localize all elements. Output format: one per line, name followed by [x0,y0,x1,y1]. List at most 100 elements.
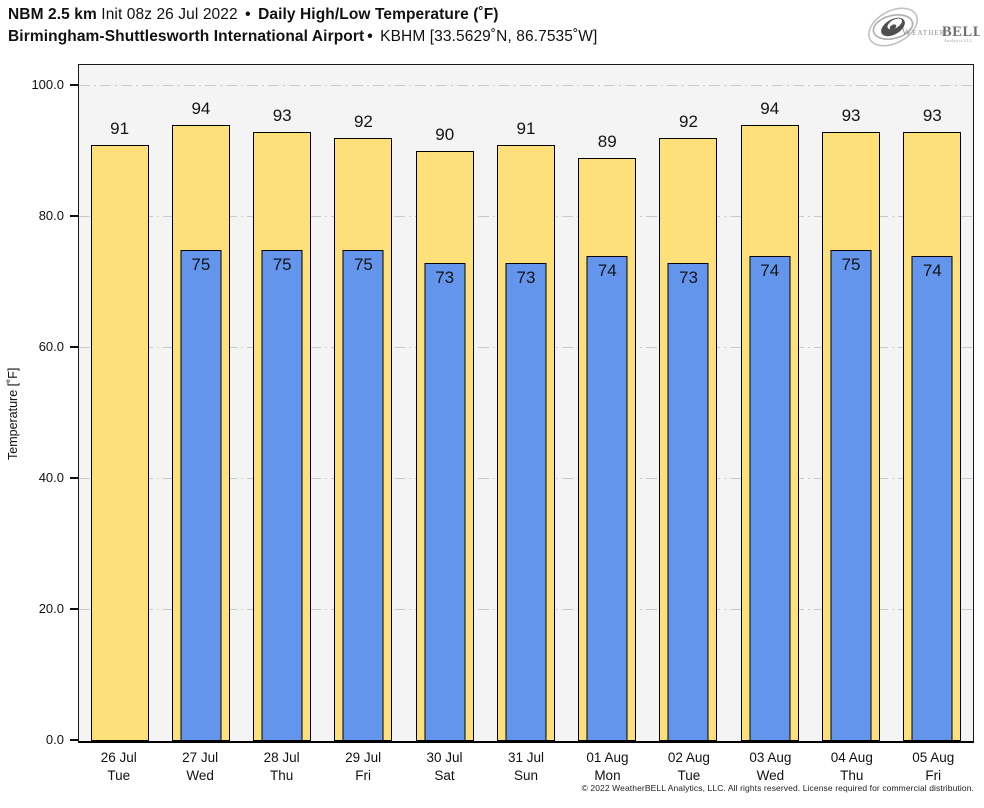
low-bar: 73 [505,263,547,741]
chart-subtitle: Birmingham-Shuttlesworth International A… [8,28,597,46]
x-tick-label-day: Wed [186,768,214,783]
x-tick-label: 30 Jul Sat [404,749,485,785]
y-tick-label: 100.0 [31,77,64,92]
x-tick-label-day: Tue [677,768,701,783]
low-value-label: 73 [516,268,536,287]
low-bar: 74 [911,256,953,741]
x-tick-label: 29 Jul Fri [322,749,403,785]
bar-slot: 89 74 [567,65,648,741]
bar-slot: 91 73 [485,65,566,741]
x-tick-label: 02 Aug Tue [648,749,729,785]
logo-sub-text: Analytics LLC [944,38,973,43]
high-value-label: 92 [353,112,373,131]
high-value-label: 94 [760,99,780,118]
logo-bell-text: BELL [942,24,980,40]
bar-slot: 94 75 [160,65,241,741]
x-tick-label: 01 Aug Mon [567,749,648,785]
title-init: Init 08z 26 Jul 2022 [96,6,243,23]
x-tick-label-date: 28 Jul [263,750,300,765]
x-tick-label: 05 Aug Fri [893,749,974,785]
x-tick-label-date: 04 Aug [830,750,873,765]
y-tick-mark [70,346,78,348]
x-tick-label-day: Mon [594,768,621,783]
low-value-label: 75 [841,255,861,274]
bar-slot: 90 73 [404,65,485,741]
y-tick-label: 40.0 [38,470,64,485]
bar-slot: 91 [79,65,160,741]
low-value-label: 75 [353,255,373,274]
bar-slot: 93 75 [810,65,891,741]
high-bar [90,145,149,741]
high-value-label: 93 [272,106,292,125]
x-tick-label: 27 Jul Wed [159,749,240,785]
title-separator: • [245,6,251,23]
x-tick-label: 31 Jul Sun [485,749,566,785]
high-value-label: 91 [110,119,130,138]
bar-slot: 94 74 [729,65,810,741]
low-bar: 75 [342,250,384,741]
x-tick-label-date: 02 Aug [667,750,710,765]
bars-layer: 91 94 75 93 75 92 75 90 73 91 73 89 74 92 73 94 74 93 75 93… [79,65,973,741]
low-bar: 74 [586,256,628,741]
y-tick-label: 80.0 [38,208,64,223]
x-tick-label: 26 Jul Tue [78,749,159,785]
low-bar: 73 [667,263,709,741]
x-tick-label-date: 31 Jul [507,750,544,765]
x-tick-label: 04 Aug Thu [811,749,892,785]
y-axis-title: Temperature [˚F] [6,367,20,460]
y-tick-mark [70,84,78,86]
high-value-label: 92 [679,112,698,131]
low-bar: 75 [180,250,222,741]
low-value-label: 73 [679,268,698,287]
low-value-label: 75 [191,255,211,274]
low-bar: 75 [830,250,872,741]
high-value-label: 91 [516,119,536,138]
subtitle-station-id: KBHM [33.5629˚N, 86.7535˚W] [375,28,598,45]
low-bar: 73 [424,263,466,741]
y-tick-mark [70,477,78,479]
x-tick-label-day: Tue [107,768,131,783]
low-bar: 74 [749,256,791,741]
x-tick-label: 28 Jul Thu [241,749,322,785]
plot-area: 91 94 75 93 75 92 75 90 73 91 73 89 74 92 73 94 74 93 75 93… [78,64,974,743]
low-value-label: 74 [760,261,780,280]
x-tick-label-date: 01 Aug [586,750,629,765]
y-tick-mark [70,739,78,741]
gridline [79,85,973,86]
x-tick-label-date: 26 Jul [100,750,137,765]
x-tick-label-date: 05 Aug [912,750,955,765]
low-value-label: 73 [435,268,455,287]
x-tick-label-day: Fri [925,768,942,783]
bar-slot: 93 74 [892,65,973,741]
y-tick-label: 60.0 [38,339,64,354]
subtitle-separator: • [367,28,373,45]
high-value-label: 94 [191,99,211,118]
low-value-label: 75 [272,255,292,274]
y-tick-mark [70,608,78,610]
x-axis: 26 Jul Tue 27 Jul Wed 28 Jul Thu 29 Jul Fri 30 J… [78,749,974,785]
title-model: NBM 2.5 km [8,6,97,23]
high-value-label: 93 [841,106,861,125]
y-tick-label: 20.0 [38,601,64,616]
x-tick-label-day: Fri [355,768,371,783]
title-product: Daily High/Low Temperature (˚F) [253,6,499,23]
x-tick-label-date: 30 Jul [426,750,463,765]
low-bar: 75 [261,250,303,741]
high-value-label: 93 [922,106,942,125]
low-value-label: 74 [597,261,617,280]
footer-copyright: © 2022 WeatherBELL Analytics, LLC. All r… [581,783,974,793]
high-value-label: 89 [597,132,617,151]
x-tick-label-date: 03 Aug [749,750,792,765]
chart-title: NBM 2.5 km Init 08z 26 Jul 2022 • Daily … [8,6,499,24]
hurricane-swirl-icon [868,7,918,47]
bar-slot: 92 73 [648,65,729,741]
logo-weather-text: Weather [902,28,946,38]
y-axis: 0.0 20.0 40.0 60.0 80.0 100.0 [0,64,78,747]
weatherbell-logo: Weather BELL Analytics LLC [868,7,980,47]
y-tick-mark [70,215,78,217]
x-tick-label-day: Sun [513,768,538,783]
bar-slot: 92 75 [323,65,404,741]
x-tick-label-day: Sat [434,768,455,783]
x-tick-label-day: Wed [756,768,785,783]
